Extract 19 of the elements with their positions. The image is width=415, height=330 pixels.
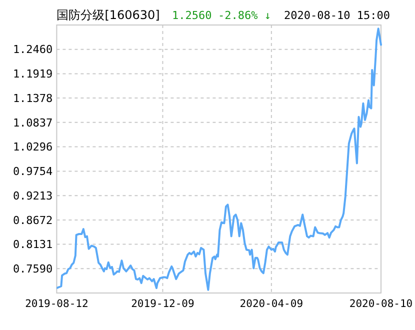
y-tick-label: 0.9213 xyxy=(12,189,53,202)
y-tick-label: 0.7590 xyxy=(12,262,53,276)
x-tick-label: 2020-08-10 xyxy=(349,298,413,310)
y-tick-label: 1.2460 xyxy=(12,43,53,56)
y-tick-label: 1.0296 xyxy=(12,140,53,154)
text: 1.2560 xyxy=(172,9,212,22)
y-tick-label: 0.8131 xyxy=(12,238,53,252)
x-tick-label: 2019-12-09 xyxy=(131,298,194,310)
text: -2.86% ↓ xyxy=(218,9,271,22)
line-series xyxy=(56,28,382,291)
x-tick-label: 2019-08-12 xyxy=(25,298,88,310)
y-tick-label: 1.0837 xyxy=(12,116,53,130)
y-tick-label: 1.1378 xyxy=(12,92,53,105)
y-tick-label: 1.1919 xyxy=(12,68,53,81)
x-tick-label: 2020-04-09 xyxy=(240,298,304,310)
y-tick-label: 0.9754 xyxy=(12,165,54,178)
chart-title: 国防分级[160630] xyxy=(56,8,160,22)
text: 2020-08-10 15:00 xyxy=(284,9,390,22)
y-tick-label: 0.8672 xyxy=(12,214,53,227)
